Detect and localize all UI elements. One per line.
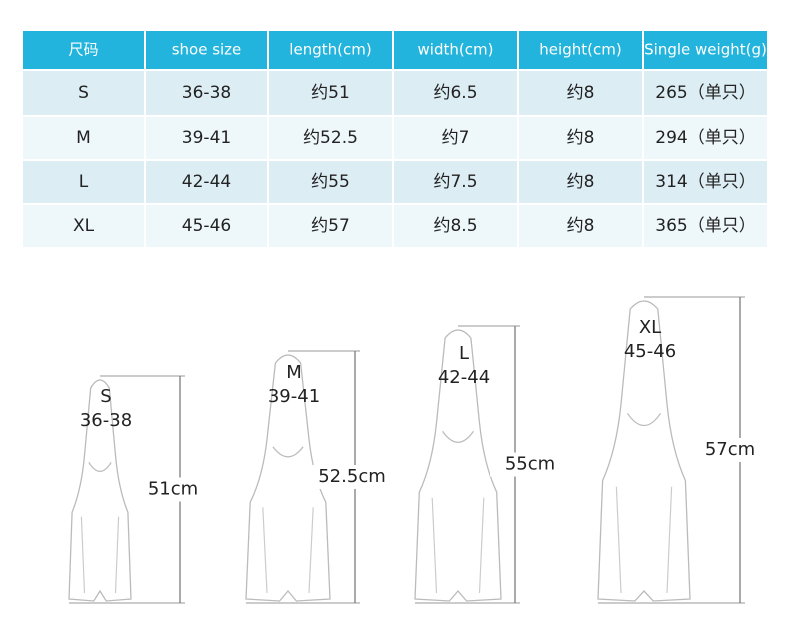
- fin-shoe-size: 39-41: [268, 386, 320, 407]
- fin-outline: [68, 379, 132, 602]
- header-cell: [642, 29, 769, 71]
- header-text: width(cm): [418, 41, 494, 59]
- fin-pocket: [442, 430, 474, 443]
- fin-outline: [597, 300, 691, 602]
- table-cell: [642, 115, 769, 161]
- cell-text: 265（单只）: [655, 83, 755, 103]
- cell-text: 36-38: [182, 83, 231, 103]
- fin-shoe-size: 42-44: [438, 367, 490, 388]
- table-cell: [642, 159, 769, 205]
- fin-rib: [80, 516, 120, 594]
- cell-text: 314（单只）: [655, 172, 755, 192]
- header-text: height(cm): [539, 41, 621, 59]
- cell-text: 约8: [567, 172, 595, 192]
- cell-text: XL: [73, 216, 95, 236]
- cell-text: L: [79, 172, 89, 192]
- cell-text: 约7.5: [433, 172, 477, 192]
- cell-text: 约55: [311, 172, 350, 192]
- table-cell: [267, 203, 394, 249]
- header-cell: [21, 29, 146, 71]
- table-cell: [392, 203, 519, 249]
- header-text: length(cm): [289, 41, 371, 59]
- fin-length: 57cm: [705, 439, 755, 460]
- fin-pocket: [272, 446, 304, 458]
- table-cell: [392, 115, 519, 161]
- table-cell: [517, 115, 644, 161]
- table-cell: [642, 203, 769, 249]
- table-cell: [392, 159, 519, 205]
- cell-text: 约51: [311, 83, 350, 103]
- header-text: 尺码: [68, 41, 98, 59]
- cell-text: S: [78, 83, 89, 103]
- cell-text: 365（单只）: [655, 216, 755, 236]
- cell-text: 约8.5: [433, 216, 477, 236]
- length-bg: [133, 477, 213, 502]
- cell-text: 42-44: [182, 172, 231, 192]
- fin-pocket: [626, 412, 662, 427]
- table-cell: [517, 203, 644, 249]
- cell-text: 294（单只）: [655, 128, 755, 148]
- header-text: Single weight(g): [644, 41, 767, 59]
- fin-pocket: [88, 461, 112, 472]
- fin-length: 51cm: [148, 479, 198, 500]
- cell-text: 约6.5: [433, 83, 477, 103]
- table-cell: [144, 115, 269, 161]
- fin-shoe-size: 36-38: [80, 410, 132, 431]
- cell-text: 约52.5: [303, 128, 358, 148]
- cell-text: 45-46: [182, 216, 231, 236]
- table-cell: [21, 159, 146, 205]
- fin-rib: [431, 497, 485, 594]
- fin-length: 55cm: [505, 454, 555, 475]
- fin-length: 52.5cm: [318, 466, 386, 487]
- length-bg: [312, 465, 392, 489]
- table-cell: [267, 159, 394, 205]
- cell-text: 约8: [567, 216, 595, 236]
- fin-shoe-size: 45-46: [624, 341, 676, 362]
- table-cell: [392, 69, 519, 117]
- table-cell: [144, 159, 269, 205]
- fin-size: M: [286, 362, 302, 383]
- length-bg: [690, 438, 770, 462]
- cell-text: 约7: [442, 128, 470, 148]
- fin-size: L: [459, 343, 469, 364]
- header-cell: [144, 29, 269, 71]
- cell-text: 约57: [311, 216, 350, 236]
- table-cell: [642, 69, 769, 117]
- fin-size: XL: [639, 317, 661, 338]
- header-text: shoe size: [172, 41, 242, 59]
- cell-text: 约8: [567, 128, 595, 148]
- fin-rib: [615, 486, 673, 594]
- table-cell: [21, 203, 146, 249]
- fin-size: S: [100, 386, 111, 407]
- cell-text: 39-41: [182, 128, 231, 148]
- table-cell: [144, 69, 269, 117]
- fin-rib: [262, 507, 314, 594]
- table-cell: [517, 159, 644, 205]
- length-bg: [490, 452, 570, 477]
- fin-outline: [414, 329, 502, 602]
- cell-text: 约8: [567, 83, 595, 103]
- fin-outline: [245, 354, 331, 602]
- cell-text: M: [76, 128, 91, 148]
